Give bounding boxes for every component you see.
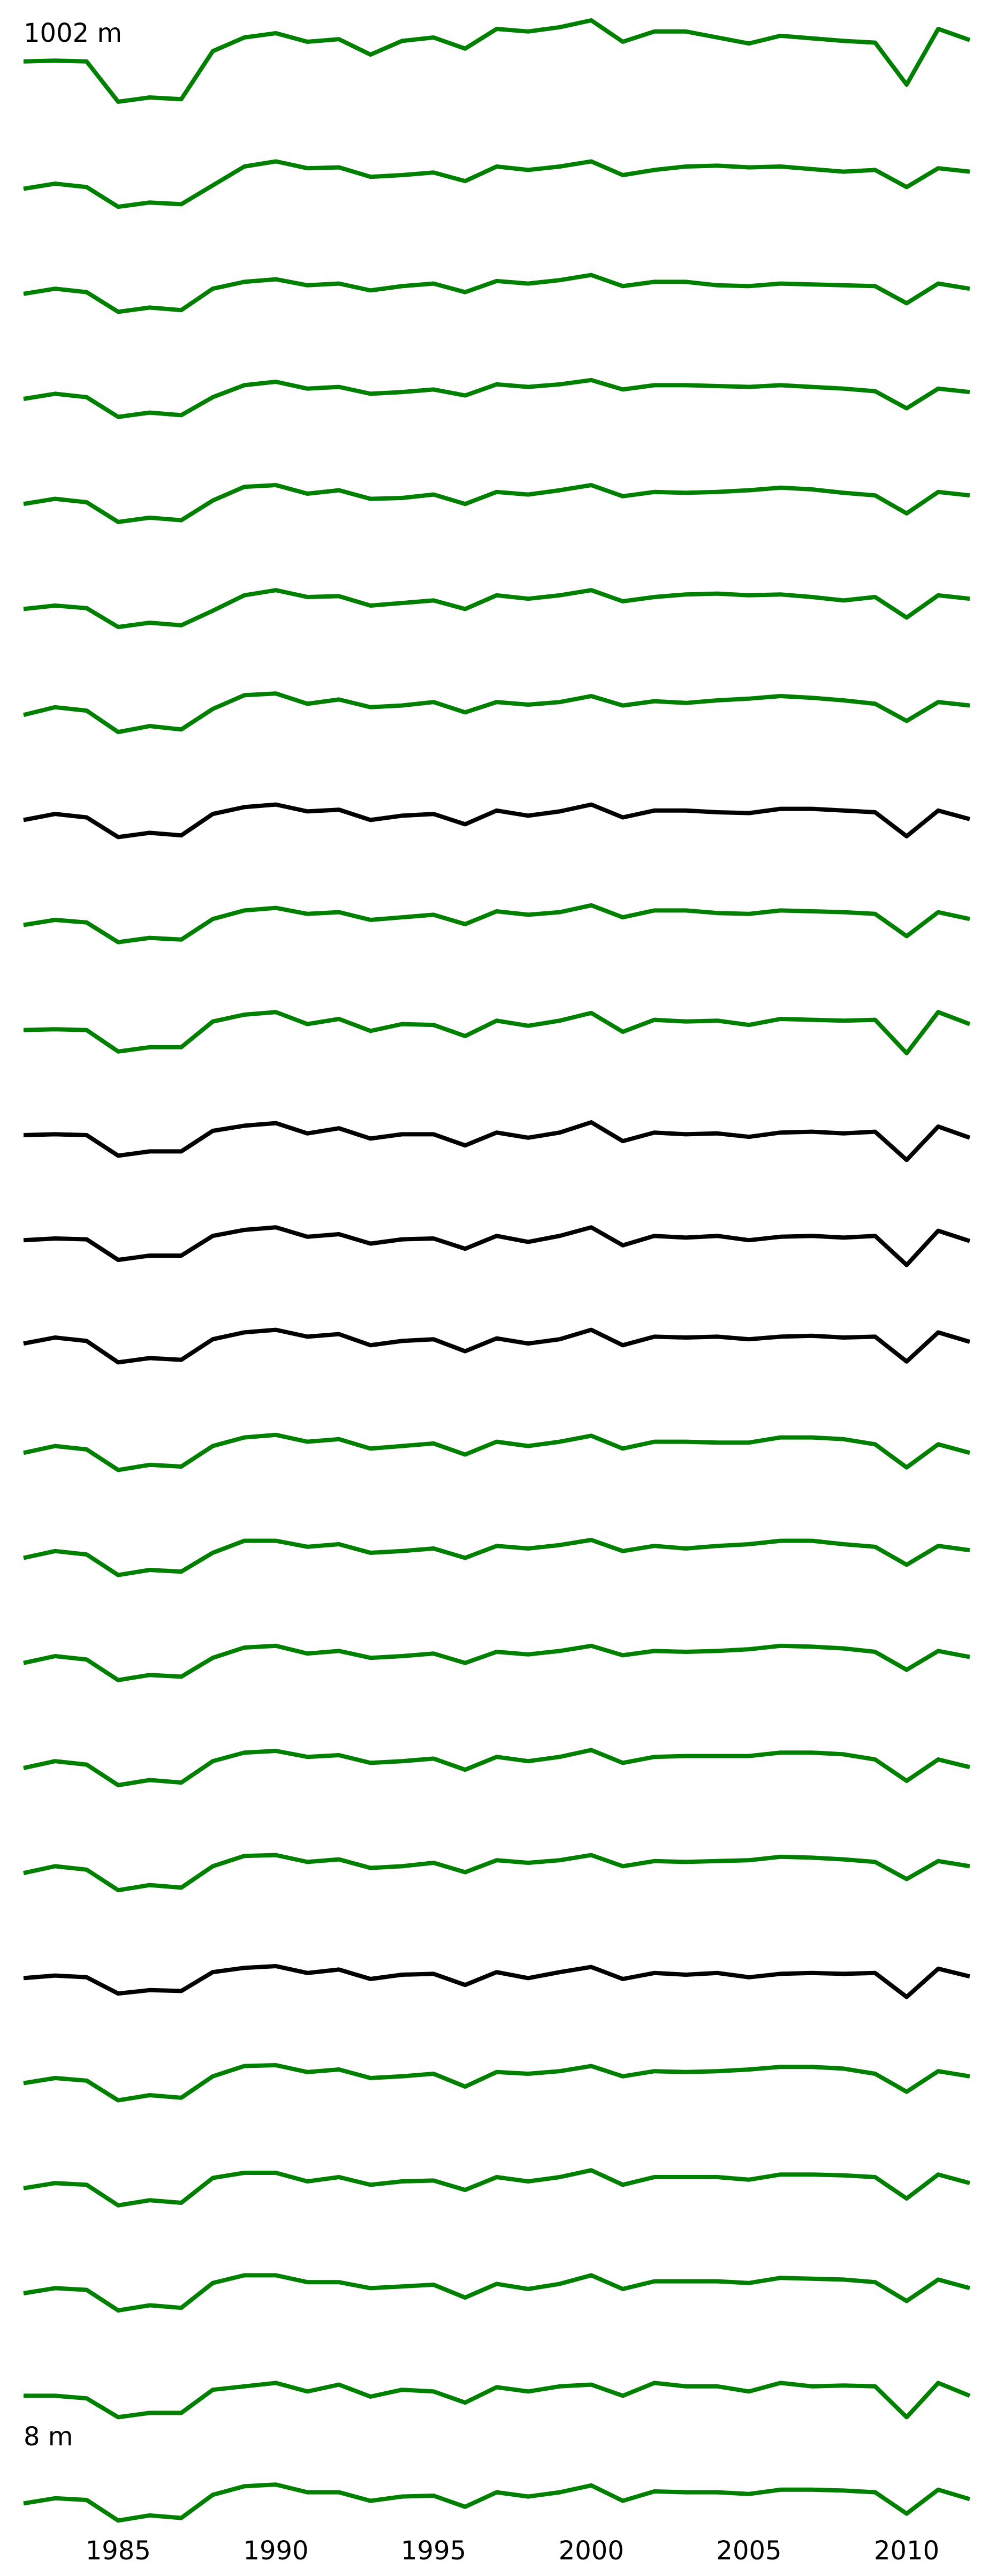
series-line-17 — [23, 1748, 970, 1787]
x-axis-ticks: 1985 1990 1995 2000 2005 2010 — [86, 2536, 939, 2566]
series-line-11 — [23, 1120, 971, 1162]
x-tick-label: 1995 — [401, 2536, 466, 2566]
series-line-15 — [23, 1538, 970, 1577]
series-line-2 — [23, 159, 970, 209]
series-line-21 — [23, 2168, 971, 2208]
series-line-22 — [23, 2273, 971, 2313]
series-line-23 — [24, 2381, 971, 2420]
series-line-18 — [23, 1853, 970, 1893]
series-line-19 — [23, 1964, 970, 1999]
series-line-5 — [23, 483, 970, 524]
series-line-1 — [23, 18, 971, 104]
x-tick-label: 2000 — [559, 2536, 624, 2566]
bottom-depth-label: 8 m — [24, 2422, 73, 2452]
series-line-3 — [23, 273, 970, 314]
top-depth-label: 1002 m — [24, 18, 122, 48]
series-line-7 — [23, 691, 970, 735]
series-line-10 — [23, 1010, 971, 1055]
x-tick-label: 2010 — [874, 2536, 939, 2566]
series-line-9 — [23, 903, 970, 945]
series-line-24 — [23, 2482, 971, 2523]
x-tick-label: 1990 — [243, 2536, 308, 2566]
x-tick-label: 1985 — [86, 2536, 151, 2566]
series-line-4 — [23, 377, 970, 419]
series-line-8 — [23, 802, 971, 840]
series-line-20 — [23, 2063, 970, 2103]
series-line-14 — [23, 1432, 971, 1472]
series-line-12 — [23, 1225, 971, 1267]
x-tick-label: 2005 — [716, 2536, 781, 2566]
series-line-16 — [23, 1643, 970, 1682]
series-line-6 — [23, 588, 970, 629]
series-layer — [23, 18, 971, 2523]
series-line-13 — [23, 1327, 971, 1365]
